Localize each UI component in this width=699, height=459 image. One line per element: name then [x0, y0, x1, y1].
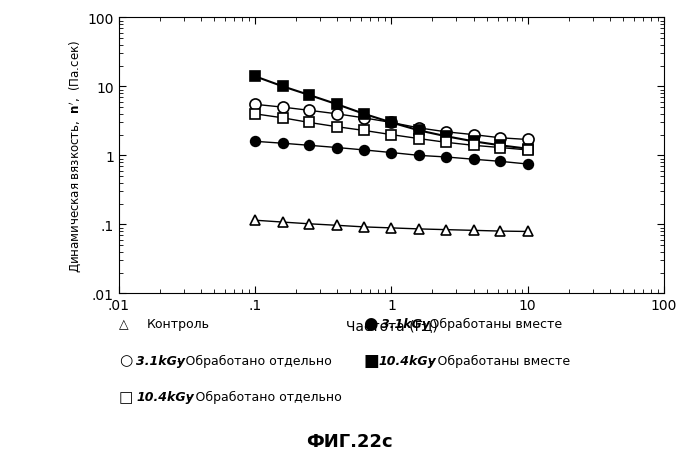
Text: 10.4kGy: 10.4kGy [379, 354, 437, 367]
Text: ФИГ.22с: ФИГ.22с [306, 432, 393, 450]
Text: ●: ● [363, 314, 378, 333]
Y-axis label: Динамическая вязкость,  $\mathbf{n'}$,  (Па.сек): Динамическая вязкость, $\mathbf{n'}$, (П… [68, 40, 83, 272]
Text: 10.4kGy: 10.4kGy [136, 391, 194, 403]
Text: - Обработаны вместе: - Обработаны вместе [421, 317, 563, 330]
Text: - Обработано отдельно: - Обработано отдельно [177, 354, 331, 367]
Text: ■: ■ [363, 351, 380, 369]
Text: Контроль: Контроль [147, 317, 210, 330]
Text: 3.1kGy: 3.1kGy [381, 317, 430, 330]
Text: ○: ○ [119, 353, 132, 368]
X-axis label: Частота (Гц): Частота (Гц) [345, 318, 438, 332]
Text: 3.1kGy: 3.1kGy [136, 354, 185, 367]
Text: - Обработано отдельно: - Обработано отдельно [187, 391, 341, 403]
Text: △: △ [119, 317, 129, 330]
Text: - Обработаны вместе: - Обработаны вместе [429, 354, 570, 367]
Text: □: □ [119, 390, 134, 404]
